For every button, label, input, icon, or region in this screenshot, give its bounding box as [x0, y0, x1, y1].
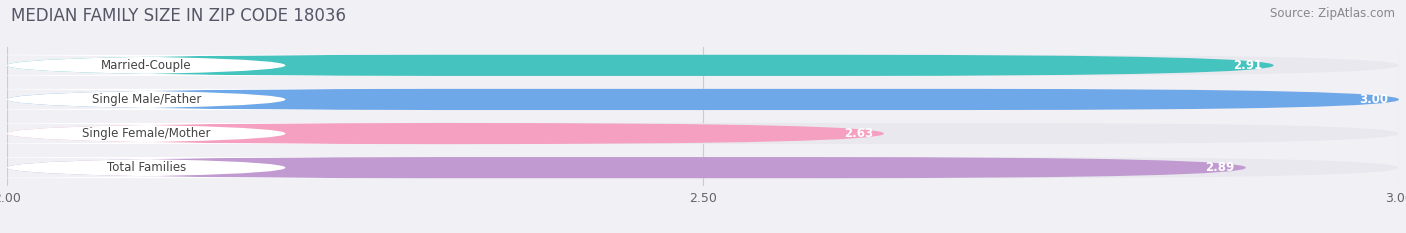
FancyBboxPatch shape: [0, 89, 439, 110]
FancyBboxPatch shape: [0, 157, 439, 178]
Text: Single Female/Mother: Single Female/Mother: [82, 127, 211, 140]
FancyBboxPatch shape: [7, 123, 1399, 144]
FancyBboxPatch shape: [7, 123, 884, 144]
Text: MEDIAN FAMILY SIZE IN ZIP CODE 18036: MEDIAN FAMILY SIZE IN ZIP CODE 18036: [11, 7, 346, 25]
Text: 2.91: 2.91: [1233, 59, 1263, 72]
FancyBboxPatch shape: [7, 55, 1274, 76]
FancyBboxPatch shape: [7, 157, 1399, 178]
Text: Single Male/Father: Single Male/Father: [91, 93, 201, 106]
Text: Married-Couple: Married-Couple: [101, 59, 191, 72]
FancyBboxPatch shape: [0, 55, 439, 76]
FancyBboxPatch shape: [7, 157, 1246, 178]
FancyBboxPatch shape: [7, 89, 1399, 110]
Text: Total Families: Total Families: [107, 161, 186, 174]
FancyBboxPatch shape: [7, 55, 1399, 76]
Text: 2.89: 2.89: [1205, 161, 1234, 174]
FancyBboxPatch shape: [0, 123, 439, 144]
Text: 2.63: 2.63: [844, 127, 873, 140]
Text: 3.00: 3.00: [1358, 93, 1388, 106]
Text: Source: ZipAtlas.com: Source: ZipAtlas.com: [1270, 7, 1395, 20]
FancyBboxPatch shape: [7, 89, 1399, 110]
